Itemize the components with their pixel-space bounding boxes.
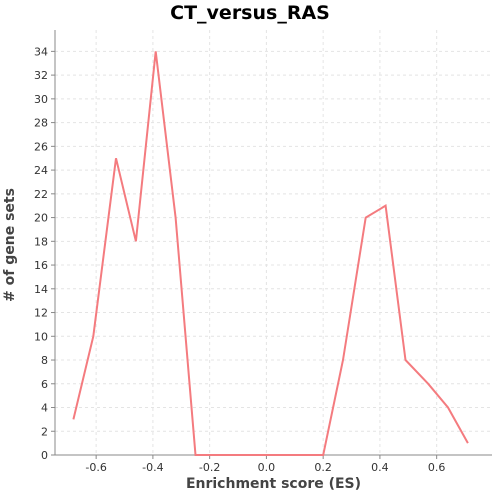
x-tick-label: -0.2 [199, 461, 220, 474]
x-tick-label: 0.0 [258, 461, 276, 474]
y-tick-label: 20 [34, 212, 48, 225]
series-layer [72, 50, 469, 456]
data-point [299, 454, 301, 456]
data-point [322, 454, 324, 456]
y-tick-label: 10 [34, 330, 48, 343]
data-point [404, 359, 406, 361]
grid [55, 30, 492, 456]
x-tick-label: -0.4 [142, 461, 163, 474]
x-tick-label: 0.6 [428, 461, 446, 474]
y-tick-label: 30 [34, 93, 48, 106]
y-tick-label: 0 [41, 449, 48, 462]
x-tick-label: 0.2 [314, 461, 332, 474]
data-point [342, 359, 344, 361]
y-tick-label: 2 [41, 425, 48, 438]
data-point [135, 240, 137, 242]
y-tick-label: 8 [41, 354, 48, 367]
data-point [365, 217, 367, 219]
axes [54, 30, 492, 456]
y-axis-label: # of gene sets [2, 188, 18, 302]
data-point [155, 50, 157, 52]
data-point [115, 157, 117, 159]
data-point [72, 418, 74, 420]
data-point [175, 217, 177, 219]
data-point [214, 454, 216, 456]
y-tick-label: 12 [34, 307, 48, 320]
x-axis-label: Enrichment score (ES) [185, 476, 362, 492]
x-tick-label: -0.6 [85, 461, 106, 474]
y-tick-label: 24 [34, 164, 48, 177]
data-point [447, 407, 449, 409]
y-tick-label: 22 [34, 188, 48, 201]
series-line [72, 51, 469, 456]
y-tick-label: 28 [34, 117, 48, 130]
y-tick-label: 16 [34, 259, 48, 272]
data-point [427, 383, 429, 385]
data-point [92, 335, 94, 337]
data-point [194, 454, 196, 456]
data-point [280, 454, 282, 456]
y-tick-label: 4 [41, 402, 48, 415]
x-tick-label: 0.4 [371, 461, 389, 474]
y-tick-label: 18 [34, 235, 48, 248]
data-point [257, 454, 259, 456]
y-tick-label: 32 [34, 69, 48, 82]
y-tick-label: 26 [34, 140, 48, 153]
chart-title: CT_versus_RAS [170, 2, 330, 24]
data-point [385, 205, 387, 207]
data-point [237, 454, 239, 456]
y-tick-label: 14 [34, 283, 48, 296]
y-tick-label: 34 [34, 45, 48, 58]
data-point [467, 442, 469, 444]
y-tick-label: 6 [41, 378, 48, 391]
